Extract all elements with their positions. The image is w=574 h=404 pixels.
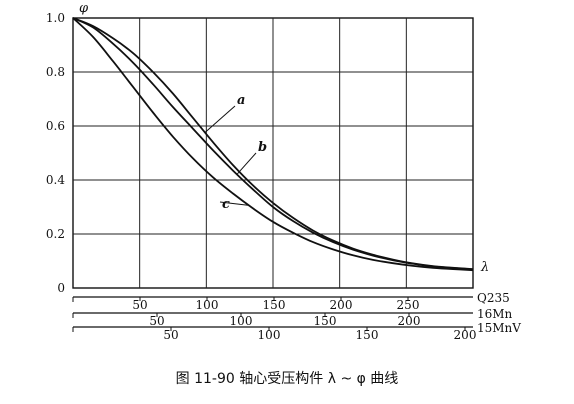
lambda-scale-tick-label: 200: [330, 298, 353, 312]
curve-a-leader: [204, 105, 236, 133]
curve-b-label: b: [258, 140, 267, 155]
y-tick-label: 1.0: [46, 11, 65, 25]
curve-labels: a b c: [204, 93, 267, 212]
y-tick-label: 0.2: [46, 227, 65, 241]
lambda-scale-tick-label: 50: [163, 328, 178, 342]
x-axis-label: λ: [480, 260, 489, 275]
curve-c: [72, 17, 474, 272]
lambda-scale-tick-label: 50: [132, 298, 147, 312]
gridlines: [73, 18, 473, 288]
y-tick-labels: 0 0.2 0.4 0.6 0.8 1.0: [46, 11, 65, 295]
lambda-scale-tick-label: 150: [356, 328, 379, 342]
lambda-scale-name: 15MnV: [477, 321, 521, 335]
curve-a-label: a: [237, 93, 245, 108]
lambda-scale-name: Q235: [477, 291, 510, 305]
y-tick-label: 0.8: [46, 65, 65, 79]
curve-b-leader: [236, 152, 257, 175]
y-axis-label: φ: [79, 1, 89, 16]
lambda-scale-tick-label: 150: [263, 298, 286, 312]
y-tick-label: 0.6: [46, 119, 65, 133]
lambda-scale-tick-label: 200: [454, 328, 477, 342]
lambda-scale-tick-label: 100: [230, 314, 253, 328]
curve-b: [72, 17, 474, 271]
y-tick-label: 0.4: [46, 173, 65, 187]
curves: [72, 17, 474, 272]
lambda-scale-tick-label: 100: [196, 298, 219, 312]
curve-c-leader: [219, 201, 250, 206]
y-tick-label: 0: [57, 281, 65, 295]
curve-c-label: c: [222, 197, 230, 212]
figure-caption: 图 11-90 轴心受压构件 λ ~ φ 曲线: [175, 371, 399, 387]
lambda-scale-tick-label: 250: [397, 298, 420, 312]
lambda-scale-tick-label: 200: [398, 314, 421, 328]
lambda-scale-name: 16Mn: [477, 307, 513, 321]
lambda-scale-tick-label: 150: [314, 314, 337, 328]
lambda-scale-tick-label: 50: [149, 314, 164, 328]
lambda-scale-tick-label: 100: [258, 328, 281, 342]
